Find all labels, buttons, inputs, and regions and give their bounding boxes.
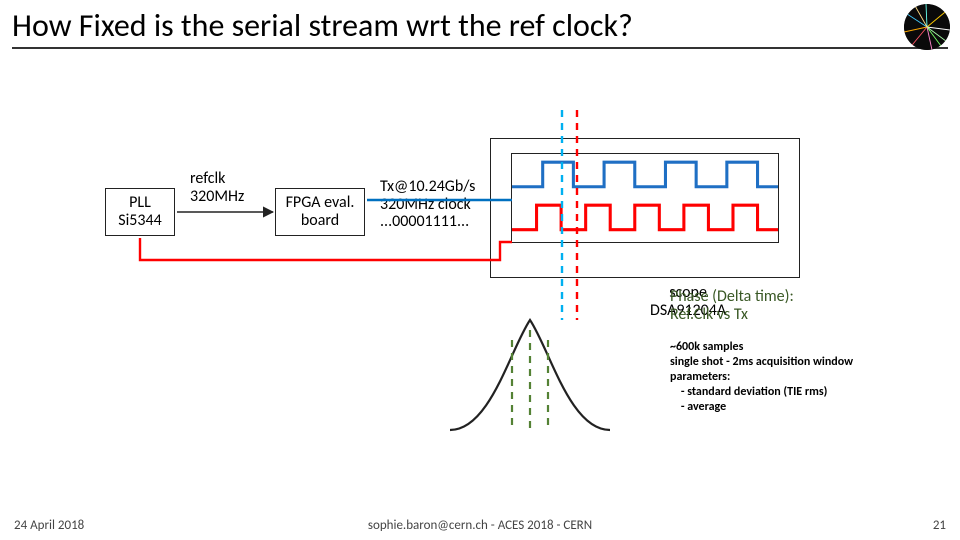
footer-author: sophie.baron@cern.ch - ACES 2018 - CERN: [368, 518, 592, 533]
tx-label: Tx@10.24Gb/s 320MHz clock ...00001111...: [380, 178, 490, 231]
detector-logo-icon: [904, 4, 950, 50]
params-text: ~600k samples single shot - 2ms acquisit…: [670, 340, 853, 415]
footer-date: 24 April 2018: [14, 518, 84, 533]
footer-page: 21: [933, 518, 946, 533]
footer: 24 April 2018 sophie.baron@cern.ch - ACE…: [0, 510, 960, 540]
phase-label: Phase (Delta time): Ref.Clk vs Tx: [670, 288, 794, 325]
title-underline: [12, 47, 948, 49]
page-title: How Fixed is the serial stream wrt the r…: [12, 6, 948, 45]
fpga-box: FPGA eval. board: [275, 188, 365, 236]
scope-screen: [511, 153, 779, 243]
pll-box: PLL Si5344: [105, 188, 175, 236]
scope-box: [490, 138, 800, 278]
refclk-label: refclk 320MHz: [190, 170, 244, 205]
